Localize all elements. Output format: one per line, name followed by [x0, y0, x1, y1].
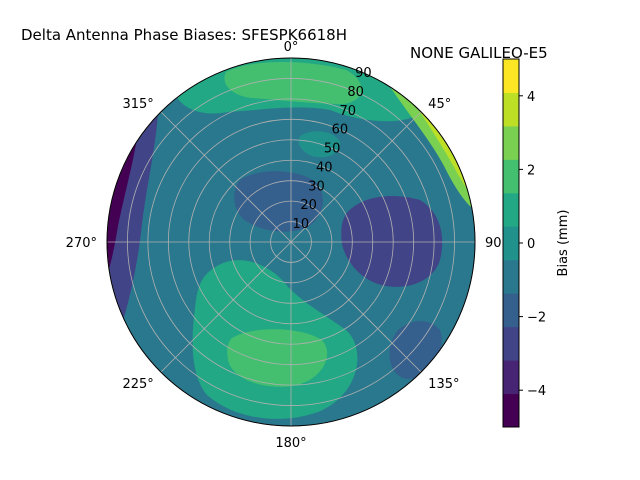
contour-region-center-low [234, 171, 323, 232]
polar-grid [106, 57, 476, 427]
radial-tick-label-30: 30 [308, 179, 325, 194]
colorbar-tick-label--4: −4 [527, 384, 546, 399]
radial-tick-label-80: 80 [347, 85, 364, 100]
azimuth-tick-label-135: 135° [428, 377, 459, 392]
azimuth-tick-label-45: 45° [428, 97, 451, 112]
chart-title: Delta Antenna Phase Biases: SFESPK6618H … [0, 8, 640, 62]
contour-region-north-core [224, 62, 362, 104]
azimuth-tick-label-180: 180° [275, 436, 306, 451]
colorbar-segment [503, 259, 519, 294]
radial-tick-label-50: 50 [324, 142, 341, 157]
azimuth-tick-labels: 0° 45° 90° 135° 180° 225° 270° 315° [66, 40, 508, 451]
azimuth-gridline-315 [160, 111, 292, 243]
colorbar-tick-label-4: 4 [527, 90, 535, 105]
colorbar-segment [503, 226, 519, 261]
contour-region-northeast-rim [388, 84, 475, 214]
chart-title-right: NONE GALILEO-E5 [410, 44, 548, 62]
azimuth-gridline-135 [290, 241, 422, 373]
colorbar-segment [503, 59, 519, 93]
azimuth-tick-label-225: 225° [122, 377, 153, 392]
chart-title-left: Delta Antenna Phase Biases: SFESPK6618H [21, 26, 348, 44]
azimuth-gridline-45 [290, 111, 422, 243]
azimuth-tick-label-90: 90° [485, 236, 508, 251]
radial-tick-label-40: 40 [316, 160, 333, 175]
contour-region-east-low-core [368, 219, 417, 268]
colorbar-segment [503, 125, 519, 160]
colorbar-segment [503, 192, 519, 227]
colorbar-segment [503, 159, 519, 194]
colorbar-segment [503, 393, 519, 428]
colorbar-tick-label-0: 0 [527, 237, 535, 252]
azimuth-tick-label-315: 315° [122, 97, 153, 112]
radial-tick-label-10: 10 [293, 217, 310, 232]
radial-tick-label-70: 70 [339, 104, 356, 119]
radial-tick-label-60: 60 [332, 123, 349, 138]
colorbar-segment [503, 326, 519, 361]
contour-region-west-rim [107, 132, 138, 278]
azimuth-tick-label-270: 270° [66, 236, 97, 251]
colorbar-tick-label-2: 2 [527, 163, 535, 178]
colorbar-segment [503, 360, 519, 395]
azimuth-tick-label-0: 0° [284, 40, 299, 55]
contour-region-northeast-rim-peak [402, 84, 475, 204]
radial-tick-label-20: 20 [300, 198, 317, 213]
colorbar-label: Bias (mm) [556, 210, 571, 277]
radial-tick-labels: 10 20 30 40 50 60 70 80 90 [293, 66, 372, 232]
colorbar-segment [503, 92, 519, 127]
colorbar-tick-label--2: −2 [527, 311, 546, 326]
radial-tick-label-90: 90 [355, 66, 372, 81]
azimuth-gridline-225 [160, 241, 292, 373]
colorbar: −4 −2 0 2 4 Bias (mm) [502, 58, 571, 428]
colorbar-segment [503, 293, 519, 328]
polar-frame [106, 57, 476, 427]
